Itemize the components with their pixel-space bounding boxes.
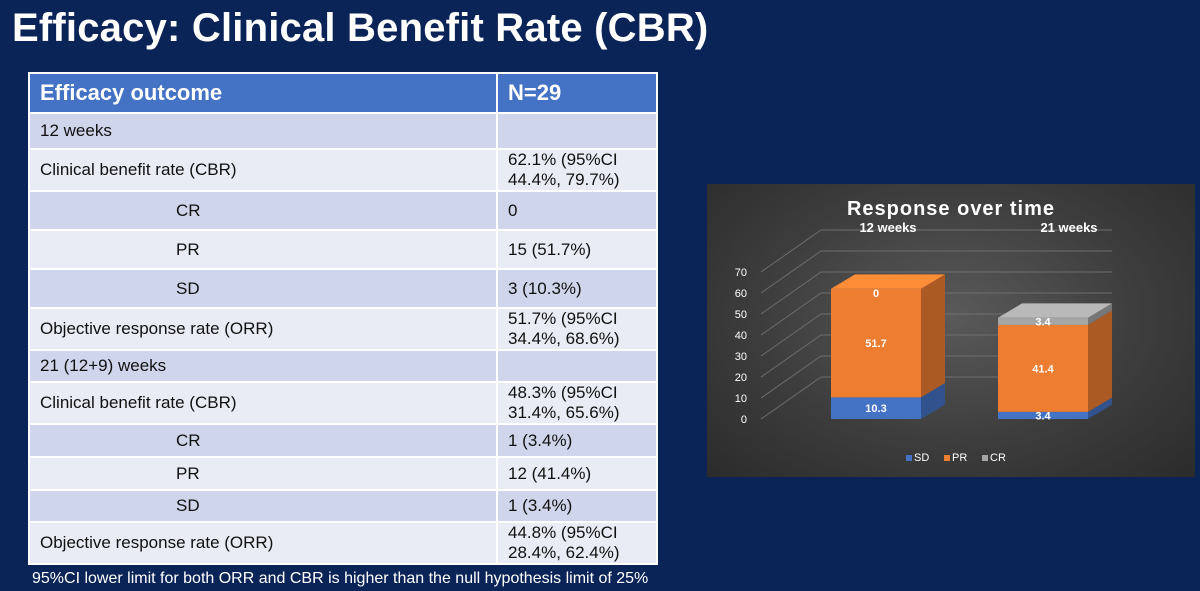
table-row: Clinical benefit rate (CBR) 48.3% (95%CI … xyxy=(28,381,658,425)
row-value: 12 (41.4%) xyxy=(496,456,658,491)
table-row: 21 (12+9) weeks xyxy=(28,349,658,383)
row-label: SD xyxy=(28,268,498,309)
gridline xyxy=(760,376,822,420)
gridline xyxy=(760,292,822,336)
table-header-row: Efficacy outcome N=29 xyxy=(28,72,658,114)
row-label: PR xyxy=(28,229,498,270)
bar-segment-side xyxy=(921,274,945,398)
y-tick-label: 70 xyxy=(735,267,747,279)
y-tick-label: 0 xyxy=(741,414,747,426)
table-row: CR 1 (3.4%) xyxy=(28,423,658,458)
category-label: 21 weeks xyxy=(1040,220,1097,235)
category-label: 12 weeks xyxy=(859,220,916,235)
bar-segment-front xyxy=(998,317,1088,325)
footnote: 95%CI lower limit for both ORR and CBR i… xyxy=(32,570,649,587)
y-tick-label: 50 xyxy=(735,309,747,321)
row-label: Objective response rate (ORR) xyxy=(28,521,498,565)
bar-top-face xyxy=(831,274,945,289)
legend-swatch xyxy=(906,455,912,461)
row-label: 12 weeks xyxy=(28,112,498,150)
bar-segment-front xyxy=(998,324,1088,412)
row-value: 15 (51.7%) xyxy=(496,229,658,270)
bar-segment-side xyxy=(1088,310,1112,412)
row-value xyxy=(496,112,658,150)
row-value: 3 (10.3%) xyxy=(496,268,658,309)
y-tick-label: 20 xyxy=(735,372,747,384)
gridline xyxy=(760,334,822,378)
y-tick-label: 10 xyxy=(735,393,747,405)
row-value: 0 xyxy=(496,190,658,231)
table-body: 12 weeks Clinical benefit rate (CBR) 62.1%… xyxy=(28,112,658,565)
bar-segment-front xyxy=(831,288,921,398)
row-label: Objective response rate (ORR) xyxy=(28,307,498,351)
data-label: 51.7 xyxy=(865,338,886,350)
table-row: PR 12 (41.4%) xyxy=(28,456,658,491)
row-label: Clinical benefit rate (CBR) xyxy=(28,148,498,192)
legend-label: PR xyxy=(952,452,967,464)
legend-label: SD xyxy=(914,452,929,464)
data-label: 41.4 xyxy=(1032,363,1054,375)
gridline xyxy=(760,271,822,315)
bar-segment-side xyxy=(1088,397,1112,419)
gridline xyxy=(760,355,822,399)
bar-top-face xyxy=(998,303,1112,318)
table-row: CR 0 xyxy=(28,190,658,231)
chart-title: Response over time xyxy=(847,198,1055,220)
table-row: Objective response rate (ORR) 51.7% (95%C… xyxy=(28,307,658,351)
table-header-cell: Efficacy outcome xyxy=(28,72,498,114)
response-chart-svg: Response over time 0 10 20 30 40 50 60 70 10.3 51.… xyxy=(735,198,1112,464)
bar-segment-side xyxy=(921,382,945,419)
table-row: PR 15 (51.7%) xyxy=(28,229,658,270)
row-label: CR xyxy=(28,423,498,458)
row-value xyxy=(496,349,658,383)
slide-title: Efficacy: Clinical Benefit Rate (CBR) xyxy=(12,6,709,50)
efficacy-table: Efficacy outcome N=29 12 weeks Clinical b… xyxy=(28,72,658,565)
row-label: PR xyxy=(28,456,498,491)
bar-segment-side xyxy=(1088,303,1112,325)
data-label: 3.4 xyxy=(1035,410,1051,422)
legend-swatch xyxy=(982,455,988,461)
row-value: 1 (3.4%) xyxy=(496,423,658,458)
table-header-cell: N=29 xyxy=(496,72,658,114)
row-value: 51.7% (95%CI 34.4%, 68.6%) xyxy=(496,307,658,351)
data-label: 0 xyxy=(873,288,879,300)
legend-swatch xyxy=(944,455,950,461)
row-label: SD xyxy=(28,489,498,523)
gridline xyxy=(760,229,822,273)
response-chart: Response over time 0 10 20 30 40 50 60 70 10.3 51.… xyxy=(707,184,1195,477)
table-row: Objective response rate (ORR) 44.8% (95%C… xyxy=(28,521,658,565)
row-value: 44.8% (95%CI 28.4%, 62.4%) xyxy=(496,521,658,565)
table-row: Clinical benefit rate (CBR) 62.1% (95%CI … xyxy=(28,148,658,192)
data-label: 3.4 xyxy=(1035,316,1051,328)
table-row: 12 weeks xyxy=(28,112,658,150)
gridline xyxy=(760,250,822,294)
bar-segment-front xyxy=(831,397,921,419)
row-label: Clinical benefit rate (CBR) xyxy=(28,381,498,425)
row-value: 48.3% (95%CI 31.4%, 65.6%) xyxy=(496,381,658,425)
bar-segment-front xyxy=(998,411,1088,419)
data-label: 10.3 xyxy=(865,403,886,415)
legend-label: CR xyxy=(990,452,1006,464)
row-value: 1 (3.4%) xyxy=(496,489,658,523)
y-tick-label: 30 xyxy=(735,351,747,363)
row-value: 62.1% (95%CI 44.4%, 79.7%) xyxy=(496,148,658,192)
row-label: CR xyxy=(28,190,498,231)
y-tick-label: 40 xyxy=(735,330,747,342)
row-label: 21 (12+9) weeks xyxy=(28,349,498,383)
table-row: SD 3 (10.3%) xyxy=(28,268,658,309)
table-row: SD 1 (3.4%) xyxy=(28,489,658,523)
gridline xyxy=(760,313,822,357)
y-tick-label: 60 xyxy=(735,288,747,300)
